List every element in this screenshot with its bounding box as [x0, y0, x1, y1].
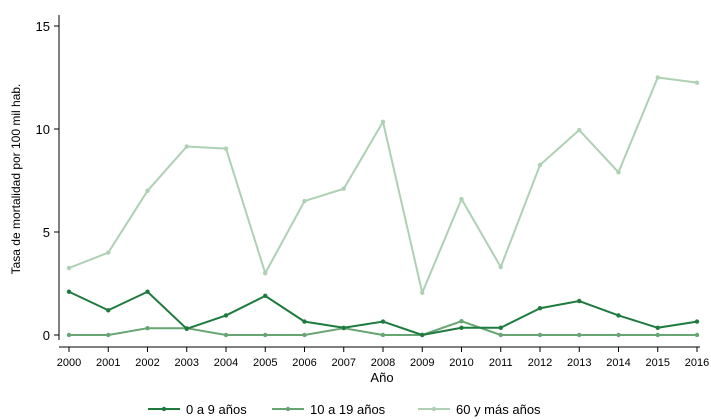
y-tick-label: 0 — [43, 328, 50, 343]
x-tick-label: 2016 — [685, 357, 709, 369]
y-tick-label: 5 — [43, 225, 50, 240]
data-point — [66, 265, 72, 271]
data-point — [341, 325, 346, 330]
x-tick-label: 2009 — [410, 357, 434, 369]
data-point — [616, 170, 621, 175]
x-tick-label: 2013 — [567, 357, 591, 369]
x-tick-label: 2001 — [96, 357, 120, 369]
data-point — [145, 188, 150, 193]
y-axis-label: Tasa de mortalidad por 100 mil hab. — [9, 84, 23, 275]
data-point — [577, 332, 582, 338]
data-point — [184, 326, 189, 332]
series-group — [66, 75, 700, 338]
x-tick-label: 2008 — [371, 357, 395, 369]
data-point — [223, 332, 229, 338]
x-tick-label: 2003 — [175, 357, 199, 369]
data-point — [655, 325, 660, 330]
series-0 — [66, 289, 700, 338]
x-tick-label: 2004 — [214, 357, 238, 369]
data-point — [498, 264, 503, 270]
data-point — [459, 196, 464, 202]
legend: 0 a 9 años 10 a 19 años 60 y más años — [148, 402, 541, 417]
data-point — [577, 127, 582, 133]
x-tick-label: 2012 — [528, 357, 552, 369]
data-point — [694, 332, 700, 338]
data-point — [498, 332, 503, 338]
x-axis-label: Año — [370, 370, 393, 385]
data-point — [145, 326, 150, 331]
series-line — [68, 76, 698, 294]
data-point — [537, 306, 543, 311]
data-point — [537, 162, 543, 168]
x-ticks: 2000 2001 2002 2003 2004 2005 2006 2007 2008 2009… — [57, 347, 709, 369]
data-point — [655, 75, 660, 80]
series-1 — [66, 318, 700, 338]
x-tick-label: 2010 — [449, 357, 473, 369]
y-tick-label: 10 — [36, 122, 50, 137]
data-point — [223, 146, 229, 151]
data-point — [66, 332, 72, 338]
data-point — [380, 332, 386, 338]
x-tick-label: 2014 — [606, 357, 630, 369]
legend-label: 60 y más años — [456, 402, 541, 417]
data-point — [302, 198, 307, 204]
data-point — [263, 271, 268, 276]
data-point — [420, 290, 425, 295]
data-point — [263, 293, 268, 299]
data-point — [459, 325, 464, 330]
data-point — [223, 313, 229, 318]
data-point — [694, 319, 700, 324]
data-point — [616, 332, 621, 338]
data-point — [616, 313, 621, 318]
data-point — [106, 308, 111, 313]
legend-label: 0 a 9 años — [186, 402, 247, 417]
data-point — [420, 332, 425, 338]
data-point — [66, 289, 72, 294]
data-point — [341, 186, 346, 191]
data-point — [694, 80, 700, 85]
legend-marker — [431, 406, 437, 412]
x-tick-label: 2000 — [57, 357, 81, 369]
legend-item: 0 a 9 años — [148, 402, 247, 417]
data-point — [106, 332, 111, 338]
data-point — [302, 332, 307, 338]
data-point — [302, 319, 307, 324]
legend-marker — [285, 406, 291, 412]
y-axis: 0 5 10 15 — [36, 15, 60, 343]
data-point — [106, 250, 111, 255]
x-tick-label: 2005 — [253, 357, 277, 369]
legend-marker — [161, 406, 167, 412]
data-point — [380, 319, 386, 324]
data-point — [537, 332, 543, 338]
legend-item: 60 y más años — [418, 402, 541, 417]
x-tick-label: 2006 — [292, 357, 316, 369]
x-tick-label: 2007 — [332, 357, 356, 369]
series-2 — [66, 75, 700, 295]
x-tick-label: 2015 — [646, 357, 670, 369]
data-point — [145, 289, 150, 294]
x-tick-label: 2002 — [135, 357, 159, 369]
data-point — [380, 119, 386, 124]
data-point — [655, 332, 660, 338]
data-point — [263, 332, 268, 338]
x-axis: 2000 2001 2002 2003 2004 2005 2006 2007 2008 2009… — [57, 346, 709, 369]
legend-label: 10 a 19 años — [310, 402, 386, 417]
data-point — [498, 325, 503, 330]
y-ticks: 0 5 10 15 — [36, 19, 59, 343]
data-point — [184, 144, 189, 149]
y-tick-label: 15 — [36, 19, 50, 34]
x-tick-label: 2011 — [489, 357, 513, 369]
data-point — [459, 318, 464, 324]
legend-item: 10 a 19 años — [272, 402, 386, 417]
data-point — [577, 298, 582, 304]
